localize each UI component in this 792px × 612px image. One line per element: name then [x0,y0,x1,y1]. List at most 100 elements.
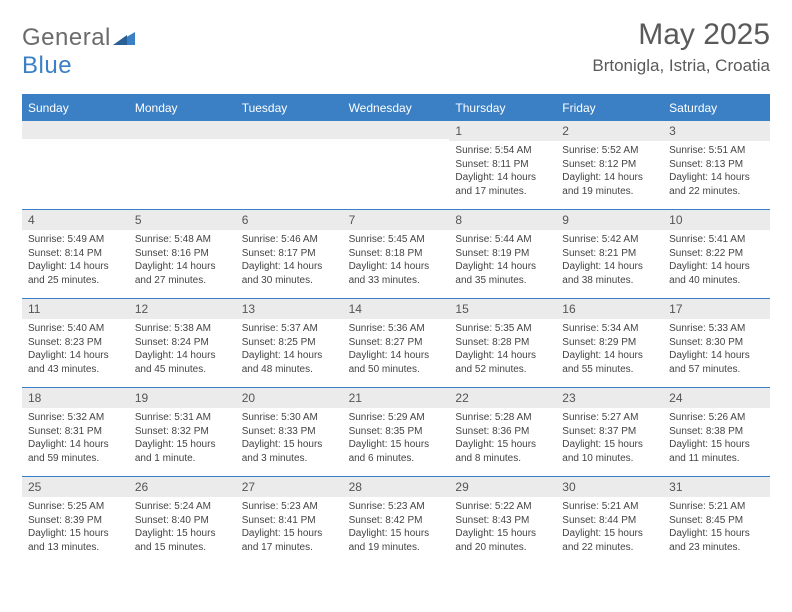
sunrise-line: Sunrise: 5:41 AM [669,233,764,247]
day-content: Sunrise: 5:32 AMSunset: 8:31 PMDaylight:… [22,408,129,469]
day-number: 25 [22,477,129,497]
sunrise-line: Sunrise: 5:40 AM [28,322,123,336]
weeks-container: 1Sunrise: 5:54 AMSunset: 8:11 PMDaylight… [22,120,770,565]
daylight-line: Daylight: 14 hours and 19 minutes. [562,171,657,198]
logo: GeneralBlue [22,24,135,80]
sunset-line: Sunset: 8:37 PM [562,425,657,439]
sunrise-line: Sunrise: 5:23 AM [349,500,444,514]
sunset-line: Sunset: 8:39 PM [28,514,123,528]
sunset-line: Sunset: 8:28 PM [455,336,550,350]
day-cell: 6Sunrise: 5:46 AMSunset: 8:17 PMDaylight… [236,210,343,298]
header: GeneralBlue May 2025 Brtonigla, Istria, … [22,18,770,80]
sunset-line: Sunset: 8:25 PM [242,336,337,350]
daylight-line: Daylight: 14 hours and 52 minutes. [455,349,550,376]
sunset-line: Sunset: 8:31 PM [28,425,123,439]
day-number: 5 [129,210,236,230]
sunset-line: Sunset: 8:30 PM [669,336,764,350]
sunrise-line: Sunrise: 5:30 AM [242,411,337,425]
daylight-line: Daylight: 14 hours and 57 minutes. [669,349,764,376]
day-cell: 19Sunrise: 5:31 AMSunset: 8:32 PMDayligh… [129,388,236,476]
sunrise-line: Sunrise: 5:45 AM [349,233,444,247]
sunrise-line: Sunrise: 5:23 AM [242,500,337,514]
day-cell: 10Sunrise: 5:41 AMSunset: 8:22 PMDayligh… [663,210,770,298]
daylight-line: Daylight: 15 hours and 6 minutes. [349,438,444,465]
weekday-monday: Monday [129,96,236,120]
day-content: Sunrise: 5:25 AMSunset: 8:39 PMDaylight:… [22,497,129,558]
sunset-line: Sunset: 8:18 PM [349,247,444,261]
day-content: Sunrise: 5:51 AMSunset: 8:13 PMDaylight:… [663,141,770,202]
week-row: 1Sunrise: 5:54 AMSunset: 8:11 PMDaylight… [22,120,770,209]
day-number: 21 [343,388,450,408]
sunrise-line: Sunrise: 5:46 AM [242,233,337,247]
day-number: 24 [663,388,770,408]
sunset-line: Sunset: 8:41 PM [242,514,337,528]
day-content: Sunrise: 5:30 AMSunset: 8:33 PMDaylight:… [236,408,343,469]
day-number: 14 [343,299,450,319]
day-number [343,121,450,139]
weekday-tuesday: Tuesday [236,96,343,120]
day-number: 29 [449,477,556,497]
daylight-line: Daylight: 14 hours and 33 minutes. [349,260,444,287]
sunrise-line: Sunrise: 5:51 AM [669,144,764,158]
day-cell: 1Sunrise: 5:54 AMSunset: 8:11 PMDaylight… [449,121,556,209]
day-cell: 30Sunrise: 5:21 AMSunset: 8:44 PMDayligh… [556,477,663,565]
day-cell [22,121,129,209]
sunrise-line: Sunrise: 5:54 AM [455,144,550,158]
day-cell: 29Sunrise: 5:22 AMSunset: 8:43 PMDayligh… [449,477,556,565]
daylight-line: Daylight: 15 hours and 10 minutes. [562,438,657,465]
sunrise-line: Sunrise: 5:38 AM [135,322,230,336]
calendar: Sunday Monday Tuesday Wednesday Thursday… [22,94,770,565]
day-number: 15 [449,299,556,319]
sunset-line: Sunset: 8:19 PM [455,247,550,261]
sunset-line: Sunset: 8:45 PM [669,514,764,528]
day-cell: 7Sunrise: 5:45 AMSunset: 8:18 PMDaylight… [343,210,450,298]
day-number: 20 [236,388,343,408]
day-cell: 13Sunrise: 5:37 AMSunset: 8:25 PMDayligh… [236,299,343,387]
day-cell [129,121,236,209]
sunrise-line: Sunrise: 5:33 AM [669,322,764,336]
daylight-line: Daylight: 14 hours and 50 minutes. [349,349,444,376]
day-cell: 18Sunrise: 5:32 AMSunset: 8:31 PMDayligh… [22,388,129,476]
day-content: Sunrise: 5:46 AMSunset: 8:17 PMDaylight:… [236,230,343,291]
sunrise-line: Sunrise: 5:36 AM [349,322,444,336]
day-number: 6 [236,210,343,230]
day-content: Sunrise: 5:24 AMSunset: 8:40 PMDaylight:… [129,497,236,558]
daylight-line: Daylight: 14 hours and 22 minutes. [669,171,764,198]
day-content: Sunrise: 5:26 AMSunset: 8:38 PMDaylight:… [663,408,770,469]
day-cell [236,121,343,209]
daylight-line: Daylight: 14 hours and 17 minutes. [455,171,550,198]
day-cell: 5Sunrise: 5:48 AMSunset: 8:16 PMDaylight… [129,210,236,298]
day-number: 10 [663,210,770,230]
day-content: Sunrise: 5:22 AMSunset: 8:43 PMDaylight:… [449,497,556,558]
sunrise-line: Sunrise: 5:28 AM [455,411,550,425]
day-content: Sunrise: 5:42 AMSunset: 8:21 PMDaylight:… [556,230,663,291]
day-number: 19 [129,388,236,408]
day-cell: 9Sunrise: 5:42 AMSunset: 8:21 PMDaylight… [556,210,663,298]
sunset-line: Sunset: 8:35 PM [349,425,444,439]
sunrise-line: Sunrise: 5:27 AM [562,411,657,425]
day-number: 11 [22,299,129,319]
weekday-wednesday: Wednesday [343,96,450,120]
day-number: 2 [556,121,663,141]
day-number: 31 [663,477,770,497]
sunrise-line: Sunrise: 5:44 AM [455,233,550,247]
day-cell: 20Sunrise: 5:30 AMSunset: 8:33 PMDayligh… [236,388,343,476]
day-cell: 21Sunrise: 5:29 AMSunset: 8:35 PMDayligh… [343,388,450,476]
week-row: 11Sunrise: 5:40 AMSunset: 8:23 PMDayligh… [22,298,770,387]
sunset-line: Sunset: 8:17 PM [242,247,337,261]
daylight-line: Daylight: 15 hours and 19 minutes. [349,527,444,554]
daylight-line: Daylight: 14 hours and 59 minutes. [28,438,123,465]
day-number: 8 [449,210,556,230]
calendar-page: GeneralBlue May 2025 Brtonigla, Istria, … [0,0,792,575]
sunset-line: Sunset: 8:11 PM [455,158,550,172]
day-cell: 22Sunrise: 5:28 AMSunset: 8:36 PMDayligh… [449,388,556,476]
sunset-line: Sunset: 8:44 PM [562,514,657,528]
day-number [129,121,236,139]
day-cell: 16Sunrise: 5:34 AMSunset: 8:29 PMDayligh… [556,299,663,387]
day-number: 13 [236,299,343,319]
weekday-thursday: Thursday [449,96,556,120]
day-content: Sunrise: 5:33 AMSunset: 8:30 PMDaylight:… [663,319,770,380]
logo-mark-icon [113,24,135,52]
sunset-line: Sunset: 8:32 PM [135,425,230,439]
day-cell: 17Sunrise: 5:33 AMSunset: 8:30 PMDayligh… [663,299,770,387]
